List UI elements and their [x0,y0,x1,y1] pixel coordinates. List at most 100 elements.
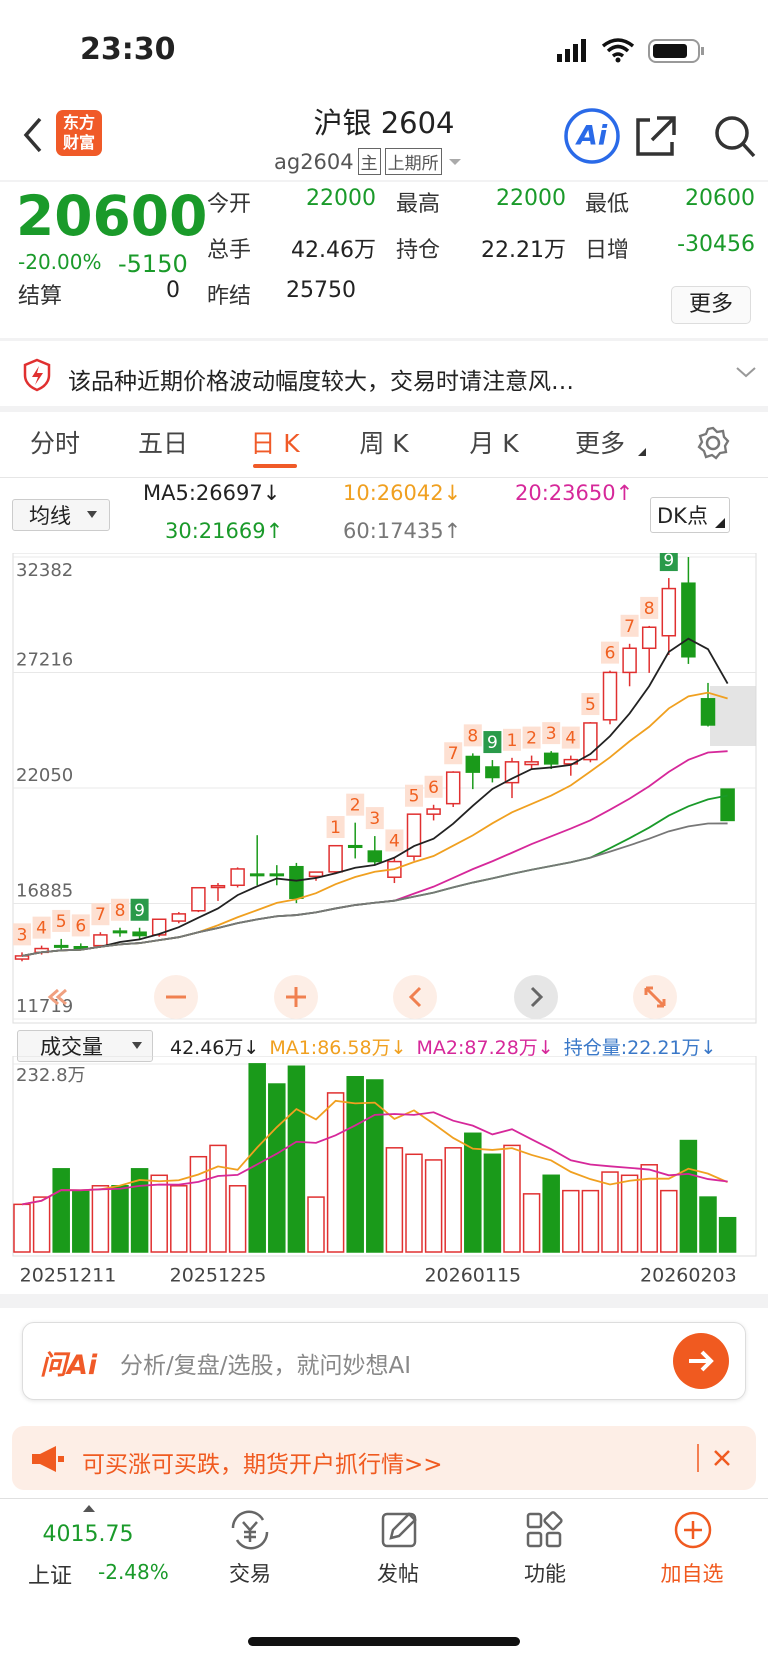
divider [0,1498,768,1499]
chart-controls[interactable] [30,972,730,1022]
ai-brand: 问Ai [40,1350,98,1381]
volume-bar [679,1139,698,1253]
warning-text[interactable]: 该品种近期价格波动幅度较大，交易时请注意风… [68,369,574,395]
td-mark: 3 [17,925,28,945]
x-tick-label: 20251211 [20,1265,117,1287]
nav-item[interactable]: 交易 [229,1562,271,1586]
ma-label: 20:23650↑ [515,481,634,505]
nav-code-row[interactable]: ag2604 主 上期所 [274,148,464,175]
volume-chart: 232.8万 20251211 20251225 20260115 20260203 [12,1056,757,1287]
td-mark: 5 [585,695,596,715]
settings-button[interactable] [695,425,731,461]
nav-item[interactable]: 加自选 [660,1562,724,1586]
td-mark: 6 [428,778,439,798]
nav-item[interactable]: 功能 [524,1562,566,1586]
td-mark: 3 [546,724,557,744]
contract-code: ag2604 [274,149,354,174]
volume-bar [640,1164,658,1253]
volume-bar [542,1174,560,1253]
td-mark: 6 [75,916,86,936]
ma-label: 60:17435↑ [343,519,462,543]
td-mark-bg [326,816,345,839]
candle-body [93,934,108,947]
ma-label: 10:26042↓ [343,481,462,505]
volume-bar [444,1147,462,1253]
promo-banner[interactable] [12,1426,756,1490]
ma-selector[interactable]: 均线 [12,499,110,531]
chart-border [12,1056,757,1257]
candle-body [230,868,245,887]
field-value: -30456 [677,232,755,257]
x-tick-label: 20251225 [170,1265,267,1287]
field-label: 今开 [207,192,252,217]
divider [0,338,768,341]
bottom-icons [231,1510,712,1550]
index-value[interactable]: 4015.75 [42,1522,134,1547]
promo-icon [32,1446,64,1472]
tab[interactable]: 月 K [469,429,519,458]
candle-body [308,871,324,878]
td-mark: 9 [663,553,674,571]
volume-legend: 42.46万↓ MA1:86.58万↓ MA2:87.28万↓ 持仓量:22.21万↓ [170,1033,716,1060]
volume-selector[interactable]: 成交量 [17,1030,153,1062]
candle-body [289,865,304,899]
back-button[interactable] [18,115,48,155]
tab[interactable]: 五日 [137,429,189,458]
more-arrow [638,448,646,456]
home-indicator [248,1637,520,1646]
volume-legend-item: 42.46万↓ [170,1037,260,1059]
corner-arrow [715,518,725,528]
y-tick-label: 32382 [16,560,73,581]
ai-input[interactable] [22,1322,746,1400]
volume-bar [601,1171,619,1253]
nav-item[interactable]: 发帖 [377,1562,419,1586]
tab[interactable]: 分时 [29,429,81,458]
candle-body [210,884,226,889]
expand-arrow[interactable] [735,365,757,381]
dropdown-arrow [87,511,97,523]
dk-button[interactable]: DK点 [650,497,730,533]
more-button[interactable]: 更多 [671,286,751,324]
volume-bar [228,1185,247,1253]
volume-bar [52,1168,70,1253]
tab[interactable]: 周 K [359,429,409,458]
nav-actions[interactable]: Ai [562,106,762,166]
tag: 主 [357,148,381,175]
volume-bar [189,1155,208,1253]
volume-bar [13,1203,31,1253]
td-mark: 4 [565,729,576,749]
candle-body [465,755,481,773]
td-mark-bg [522,726,541,749]
ma-selector-text: 均线 [29,504,71,528]
td-mark-bg [659,553,678,572]
candle-body [171,913,187,922]
volume-bar [150,1174,168,1253]
tag: 上期所 [384,148,442,175]
field-label: 昨结 [207,284,252,309]
td-mark-bg [581,693,600,716]
td-mark-bg [32,916,51,939]
nav-title: 沪银 2604 [313,106,455,140]
td-mark: 2 [350,796,361,816]
candle-body [661,587,677,637]
ai-placeholder: 分析/复盘/选股，就问妙想AI [120,1353,412,1379]
tab[interactable]: 更多 [574,429,626,458]
tab[interactable]: 日 K [250,429,300,458]
volume-bar [170,1185,188,1253]
promo-text: 可买涨可买跌，期货开户抓行情>> [82,1452,443,1478]
candle-body [112,930,128,934]
volume-bar [366,1079,384,1253]
td-mark-bg [346,793,365,816]
divider [0,406,768,412]
promo-close[interactable] [696,1440,736,1476]
td-mark-bg [405,784,423,807]
td-mark-bg [424,775,443,798]
candle-body [485,766,500,779]
ai-send-button[interactable] [672,1332,730,1390]
volume-bar [581,1189,600,1253]
volume-bar [111,1185,129,1253]
candle-body [14,955,30,960]
divider [0,477,768,478]
ma-line [21,822,728,957]
field-value: 25750 [286,278,356,303]
